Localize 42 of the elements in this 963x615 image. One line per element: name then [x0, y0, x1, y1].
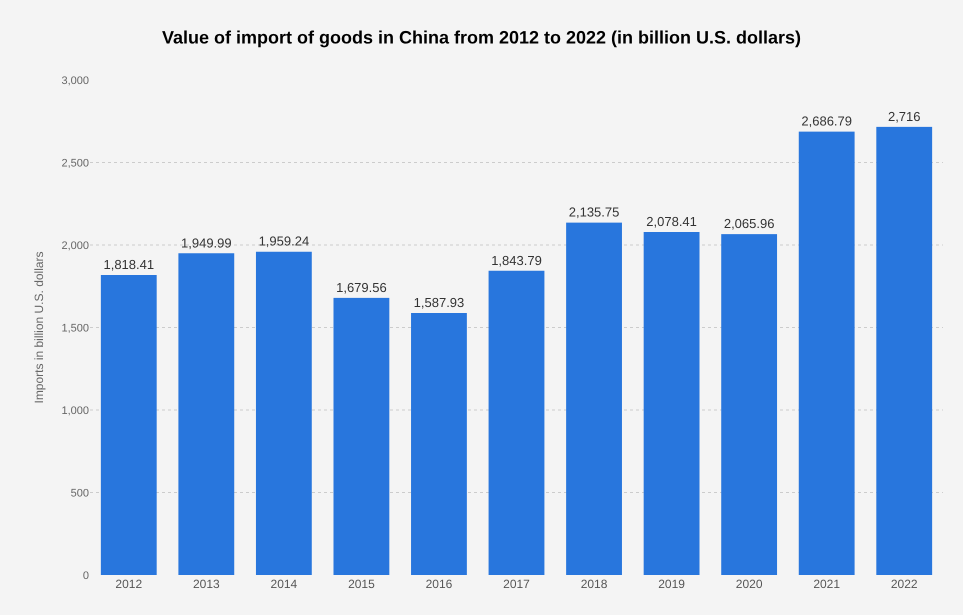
y-tick-label: 3,000 — [61, 74, 89, 87]
x-tick-label: 2018 — [580, 577, 608, 591]
y-tick-label: 0 — [82, 570, 89, 582]
bar — [178, 253, 234, 575]
bar — [644, 232, 700, 575]
y-axis-title: Imports in billion U.S. dollars — [32, 251, 46, 404]
chart-title: Value of import of goods in China from 2012 to 2022 (in billion U.S. dollars) — [162, 27, 802, 48]
data-label: 1,679.56 — [336, 280, 387, 295]
bar — [721, 234, 778, 575]
y-tick-label: 2,000 — [61, 240, 89, 252]
x-tick-label: 2012 — [115, 577, 142, 591]
x-tick-label: 2014 — [270, 577, 298, 591]
bar — [256, 252, 312, 575]
data-label: 2,686.79 — [801, 114, 852, 129]
x-tick-label: 2017 — [503, 577, 530, 591]
data-label: 1,949.99 — [181, 235, 232, 250]
bar — [488, 270, 544, 575]
x-tick-label: 2013 — [192, 577, 220, 591]
bar — [411, 312, 467, 575]
bar — [100, 274, 157, 575]
bar — [876, 126, 932, 575]
data-label: 1,959.24 — [258, 234, 310, 249]
x-tick-label: 2016 — [426, 577, 453, 591]
x-tick-label: 2020 — [736, 577, 763, 591]
bar — [798, 132, 855, 575]
y-tick-label: 500 — [70, 487, 89, 500]
data-label: 1,843.79 — [491, 252, 542, 268]
bar — [566, 222, 622, 575]
x-tick-label: 2022 — [890, 577, 918, 591]
data-label: 1,587.93 — [414, 294, 464, 310]
data-label: 2,065.96 — [724, 216, 774, 232]
x-tick-label: 2015 — [348, 577, 376, 591]
y-tick-label: 1,500 — [61, 322, 89, 334]
bar — [333, 298, 390, 575]
data-label: 2,135.75 — [568, 204, 620, 220]
x-tick-label: 2021 — [813, 577, 840, 591]
y-tick-label: 2,500 — [61, 157, 89, 170]
y-tick-label: 1,000 — [61, 404, 89, 417]
x-tick-label: 2019 — [658, 577, 686, 591]
data-label: 2,078.41 — [646, 214, 697, 230]
data-label: 1,818.41 — [103, 256, 154, 272]
data-label: 2,716 — [888, 108, 920, 124]
